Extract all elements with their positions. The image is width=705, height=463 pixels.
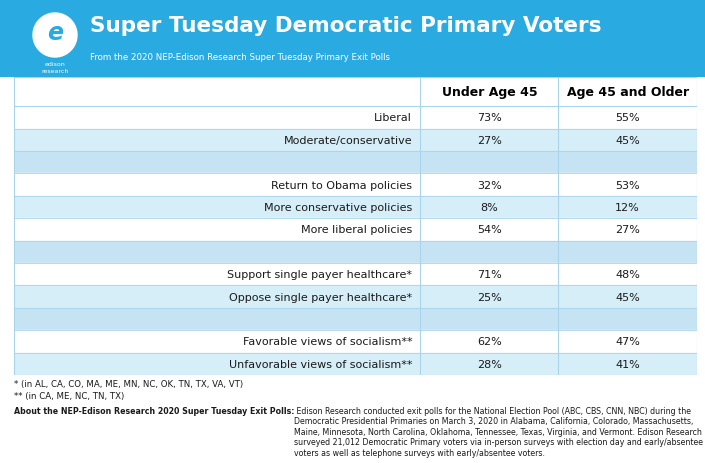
Text: 47%: 47%: [615, 337, 640, 347]
Bar: [14, 152, 697, 174]
Text: Liberal: Liberal: [374, 113, 412, 123]
Text: Favorable views of socialism**: Favorable views of socialism**: [243, 337, 412, 347]
Text: 32%: 32%: [477, 180, 502, 190]
Text: 54%: 54%: [477, 225, 502, 235]
Bar: [14, 353, 697, 375]
Text: 8%: 8%: [481, 203, 498, 213]
Text: 27%: 27%: [477, 136, 502, 145]
Bar: [14, 78, 697, 107]
Text: Oppose single payer healthcare*: Oppose single payer healthcare*: [229, 292, 412, 302]
Text: edison
research: edison research: [42, 62, 68, 74]
Bar: [14, 196, 697, 219]
Bar: [14, 107, 697, 129]
Bar: [14, 286, 697, 308]
Text: 55%: 55%: [615, 113, 640, 123]
Text: 27%: 27%: [615, 225, 640, 235]
Text: Support single payer healthcare*: Support single payer healthcare*: [227, 269, 412, 280]
Text: More liberal policies: More liberal policies: [301, 225, 412, 235]
Bar: [14, 174, 697, 196]
Text: Moderate/conservative: Moderate/conservative: [283, 136, 412, 145]
Text: Under Age 45: Under Age 45: [441, 86, 537, 99]
Text: Age 45 and Older: Age 45 and Older: [567, 86, 689, 99]
Text: From the 2020 NEP-Edison Research Super Tuesday Primary Exit Polls: From the 2020 NEP-Edison Research Super …: [90, 53, 390, 63]
Polygon shape: [33, 14, 77, 58]
Text: 45%: 45%: [615, 292, 640, 302]
Text: 48%: 48%: [615, 269, 640, 280]
Text: 73%: 73%: [477, 113, 502, 123]
Bar: [14, 263, 697, 286]
Bar: [14, 129, 697, 152]
Text: 28%: 28%: [477, 359, 502, 369]
Text: 45%: 45%: [615, 136, 640, 145]
Bar: [14, 308, 697, 331]
Bar: [14, 331, 697, 353]
Text: 53%: 53%: [615, 180, 640, 190]
Text: Unfavorable views of socialism**: Unfavorable views of socialism**: [228, 359, 412, 369]
Text: e: e: [47, 21, 63, 45]
Text: Return to Obama policies: Return to Obama policies: [271, 180, 412, 190]
Text: 12%: 12%: [615, 203, 640, 213]
Text: About the NEP-Edison Research 2020 Super Tuesday Exit Polls:: About the NEP-Edison Research 2020 Super…: [14, 406, 295, 415]
Text: Edison Research conducted exit polls for the National Election Pool (ABC, CBS, C: Edison Research conducted exit polls for…: [295, 406, 704, 457]
Text: * (in AL, CA, CO, MA, ME, MN, NC, OK, TN, TX, VA, VT): * (in AL, CA, CO, MA, ME, MN, NC, OK, TN…: [14, 379, 243, 388]
Text: ** (in CA, ME, NC, TN, TX): ** (in CA, ME, NC, TN, TX): [14, 391, 124, 400]
Bar: [14, 219, 697, 241]
Text: Super Tuesday Democratic Primary Voters: Super Tuesday Democratic Primary Voters: [90, 16, 601, 36]
Bar: [14, 241, 697, 263]
Text: 41%: 41%: [615, 359, 640, 369]
Text: 62%: 62%: [477, 337, 502, 347]
Text: More conservative policies: More conservative policies: [264, 203, 412, 213]
Text: 25%: 25%: [477, 292, 502, 302]
Text: 71%: 71%: [477, 269, 502, 280]
